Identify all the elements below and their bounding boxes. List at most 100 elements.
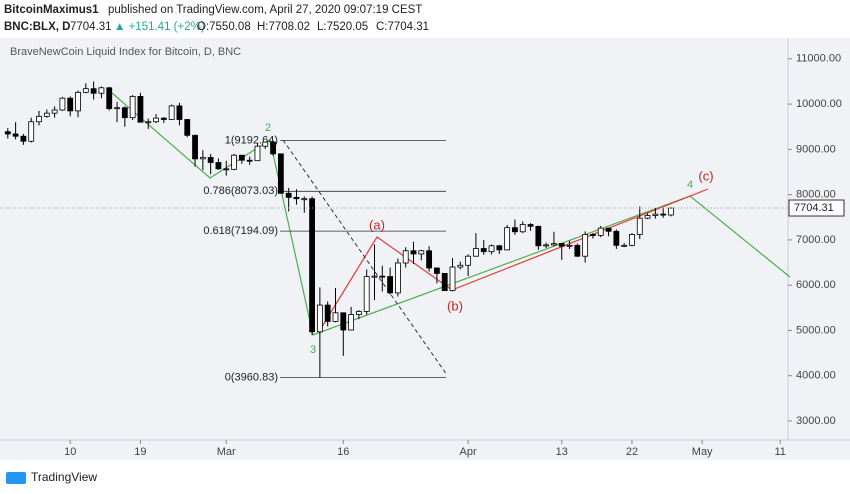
- last-price: 7704.31: [70, 21, 112, 33]
- ohlc-high: H:7708.02: [257, 21, 310, 33]
- candle-body: [449, 266, 456, 292]
- candle-body: [98, 87, 105, 94]
- candle-body: [636, 217, 643, 235]
- x-tick-label: Mar: [217, 446, 236, 458]
- candle-body: [582, 234, 589, 257]
- candle-body: [160, 117, 167, 120]
- candle-body: [293, 196, 300, 200]
- candle-body: [4, 131, 11, 135]
- candle-body: [644, 215, 651, 219]
- x-tick-label: Apr: [460, 446, 477, 458]
- candle-body: [176, 105, 183, 120]
- price-badge: [788, 199, 845, 217]
- candle-body: [145, 121, 152, 124]
- fib-label: 0.786(8073.03): [203, 185, 278, 197]
- y-tick-label: 4000.00: [796, 370, 836, 382]
- wave-label: 3: [310, 344, 316, 356]
- candle-body: [82, 88, 89, 93]
- candle-body: [215, 162, 222, 170]
- candle-body: [90, 88, 97, 94]
- candle-body: [379, 275, 386, 278]
- elliott-wave-line: [111, 92, 791, 336]
- candle-body: [28, 121, 35, 142]
- candle-body: [254, 145, 261, 162]
- candle-body: [574, 244, 581, 257]
- fib-label: 0(3960.83): [225, 371, 278, 383]
- fib-label: 0.618(7194.09): [203, 225, 278, 237]
- logo-icon: [6, 472, 26, 484]
- wave-label: 4: [687, 179, 693, 191]
- candle-body: [192, 134, 198, 160]
- candle-body: [535, 225, 542, 247]
- price-badge-label: 7704.31: [794, 202, 834, 214]
- candle-body: [465, 255, 472, 266]
- ohlc-close: C:7704.31: [376, 21, 429, 33]
- x-tick-label: 22: [626, 446, 638, 458]
- candle-body: [652, 213, 659, 216]
- candle-body: [270, 141, 276, 155]
- candle-body: [418, 250, 425, 255]
- candle-body: [566, 244, 573, 247]
- y-tick-label: 10000.00: [796, 98, 842, 110]
- ohlc-open: O:7550.08: [197, 21, 251, 33]
- candle-body: [184, 119, 191, 136]
- candle-body: [348, 314, 354, 331]
- brand[interactable]: TradingView: [31, 470, 97, 484]
- candle-body: [20, 135, 27, 142]
- candle-body: [621, 244, 628, 247]
- x-tick-label: 13: [556, 446, 568, 458]
- wave-label: (a): [369, 217, 385, 232]
- candle-body: [660, 213, 667, 216]
- candle-body: [129, 95, 136, 119]
- candle-body: [223, 168, 230, 171]
- candle-body: [441, 273, 448, 292]
- candle-body: [551, 243, 557, 246]
- candle-body: [387, 276, 393, 294]
- candle-body: [402, 250, 409, 264]
- candle-body: [121, 107, 128, 119]
- candle-body: [43, 112, 50, 117]
- candle-body: [207, 157, 214, 163]
- x-tick-label: 11: [774, 446, 785, 458]
- candle-body: [543, 244, 550, 247]
- candle-body: [153, 117, 159, 123]
- abc-wave-line: [319, 188, 709, 331]
- candle-body: [238, 154, 245, 161]
- candle-body: [496, 245, 503, 251]
- candle-body: [332, 312, 339, 322]
- candle-body: [137, 95, 144, 123]
- published: published on TradingView.com, April 27, …: [108, 4, 422, 16]
- candle-body: [246, 159, 253, 162]
- candle-body: [629, 234, 635, 246]
- candle-body: [51, 109, 58, 114]
- candle-body: [519, 224, 526, 233]
- candle-body: [512, 227, 518, 233]
- y-tick-label: 8000.00: [796, 189, 836, 201]
- symbol: BNC:BLX, D: [4, 21, 70, 33]
- candle-body: [340, 312, 347, 331]
- candle-body: [488, 245, 495, 253]
- candle-body: [504, 227, 511, 251]
- candle-body: [457, 264, 464, 268]
- candle-body: [36, 115, 42, 123]
- candle-body: [410, 250, 417, 255]
- footer-logo[interactable]: TradingView: [6, 470, 97, 484]
- author[interactable]: BitcoinMaximus1: [4, 4, 99, 16]
- ohlc-low: L:7520.05: [317, 21, 368, 33]
- x-tick-label: May: [692, 446, 713, 458]
- y-tick-label: 6000.00: [796, 279, 836, 291]
- fib-trend-line: [282, 139, 448, 376]
- y-tick-label: 5000.00: [796, 324, 836, 336]
- candle-body: [371, 275, 378, 278]
- candle-body: [613, 230, 620, 246]
- y-tick-label: 3000.00: [796, 415, 836, 427]
- candle-body: [114, 107, 120, 110]
- change: ▲ +151.41 (+2%): [114, 21, 205, 33]
- candle-body: [605, 227, 612, 232]
- candle-body: [231, 154, 237, 170]
- wave-label: 2: [265, 122, 271, 134]
- candle-body: [558, 243, 565, 247]
- candle-body: [285, 192, 292, 198]
- candle-body: [363, 276, 370, 312]
